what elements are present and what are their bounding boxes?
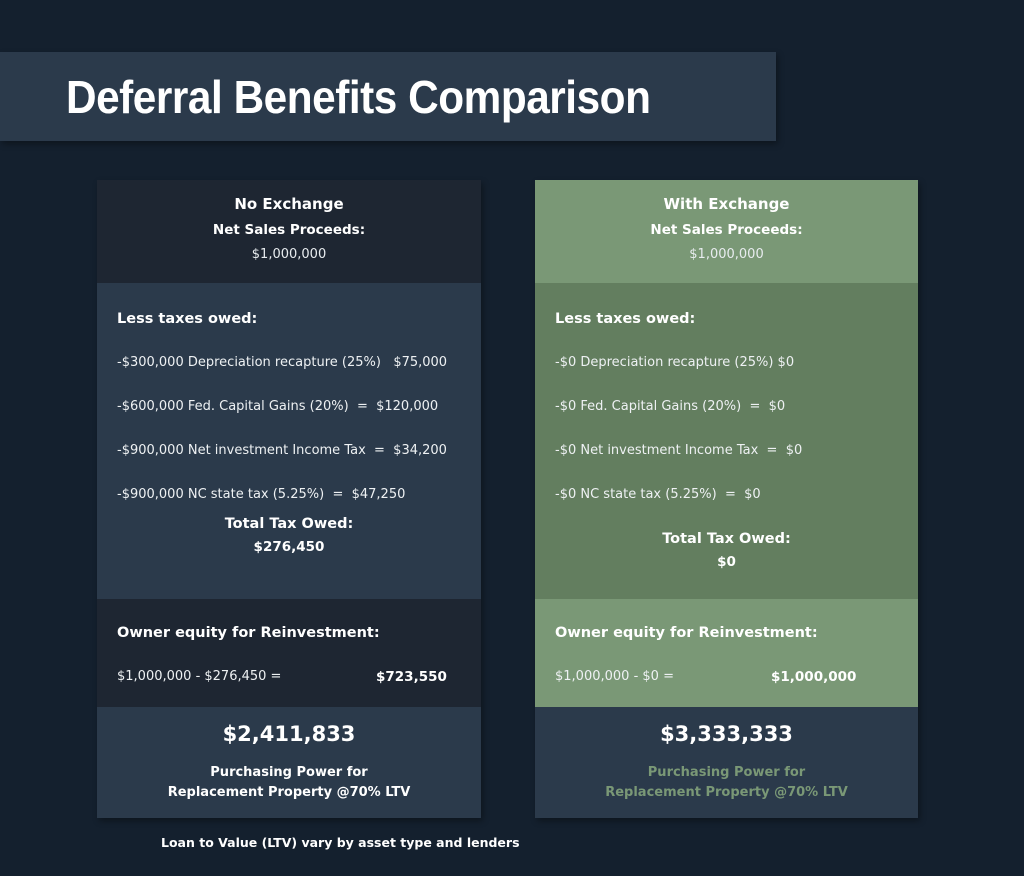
title-bar: Deferral Benefits Comparison [0, 52, 776, 141]
purchasing-power-label-line1: Purchasing Power for [210, 765, 368, 780]
taxes-label: Less taxes owed: [555, 311, 696, 327]
net-sales-section: With Exchange Net Sales Proceeds: $1,000… [535, 180, 918, 283]
purchasing-power-label: Purchasing Power for Replacement Propert… [97, 763, 481, 803]
purchasing-power-label-line1: Purchasing Power for [647, 765, 806, 780]
total-tax-label: Total Tax Owed: [662, 531, 791, 547]
equity-row: $1,000,000 - $0 = $1,000,000 [555, 667, 898, 687]
total-tax: Total Tax Owed: $276,450 [117, 514, 461, 557]
tax-line-niit: -$0 Net investment Income Tax = $0 [555, 443, 803, 458]
equity-label: Owner equity for Reinvestment: [117, 625, 380, 641]
net-sales-value: $1,000,000 [251, 247, 327, 262]
purchasing-power-section: $3,333,333 Purchasing Power for Replacem… [535, 707, 918, 818]
tax-line-state: -$900,000 NC state tax (5.25%) = $47,250 [117, 487, 406, 502]
equity-result: $723,550 [376, 669, 447, 685]
ltv-footnote: Loan to Value (LTV) vary by asset type a… [161, 835, 520, 850]
column-no-exchange: No Exchange Net Sales Proceeds: $1,000,0… [97, 180, 481, 818]
total-tax: Total Tax Owed: $0 [555, 529, 898, 572]
net-sales-label: Net Sales Proceeds: [650, 222, 803, 238]
scenario-title: No Exchange [234, 195, 344, 213]
tax-line-state: -$0 NC state tax (5.25%) = $0 [555, 487, 761, 502]
taxes-section: Less taxes owed: -$0 Depreciation recapt… [535, 283, 918, 599]
scenario-title: With Exchange [663, 195, 790, 213]
equity-label: Owner equity for Reinvestment: [555, 625, 818, 641]
purchasing-power-label-line2: Replacement Property @70% LTV [605, 785, 848, 800]
tax-line-niit: -$900,000 Net investment Income Tax = $3… [117, 443, 447, 458]
tax-line-capital-gains: -$600,000 Fed. Capital Gains (20%) = $12… [117, 399, 439, 414]
net-sales-section: No Exchange Net Sales Proceeds: $1,000,0… [97, 180, 481, 283]
purchasing-power-section: $2,411,833 Purchasing Power for Replacem… [97, 707, 481, 818]
net-sales-value: $1,000,000 [689, 247, 764, 262]
tax-line-depreciation: -$300,000 Depreciation recapture (25%) $… [117, 355, 448, 370]
purchasing-power-label: Purchasing Power for Replacement Propert… [535, 763, 918, 803]
purchasing-power-value: $3,333,333 [660, 722, 793, 746]
equity-row: $1,000,000 - $276,450 = $723,550 [117, 667, 461, 687]
total-tax-value: $276,450 [253, 539, 325, 555]
total-tax-label: Total Tax Owed: [224, 516, 354, 532]
equity-result: $1,000,000 [771, 669, 857, 685]
taxes-label: Less taxes owed: [117, 311, 258, 327]
taxes-section: Less taxes owed: -$300,000 Depreciation … [97, 283, 481, 599]
purchasing-power-label-line2: Replacement Property @70% LTV [167, 785, 411, 800]
equity-calculation: $1,000,000 - $0 = [555, 669, 674, 684]
equity-calculation: $1,000,000 - $276,450 = [117, 669, 282, 684]
equity-section: Owner equity for Reinvestment: $1,000,00… [535, 599, 918, 707]
page-title: Deferral Benefits Comparison [66, 71, 651, 123]
total-tax-value: $0 [717, 554, 736, 570]
equity-section: Owner equity for Reinvestment: $1,000,00… [97, 599, 481, 707]
net-sales-label: Net Sales Proceeds: [212, 222, 366, 238]
purchasing-power-value: $2,411,833 [222, 722, 356, 746]
tax-line-depreciation: -$0 Depreciation recapture (25%) $0 [555, 355, 795, 370]
tax-line-capital-gains: -$0 Fed. Capital Gains (20%) = $0 [555, 399, 786, 414]
column-with-exchange: With Exchange Net Sales Proceeds: $1,000… [535, 180, 918, 818]
